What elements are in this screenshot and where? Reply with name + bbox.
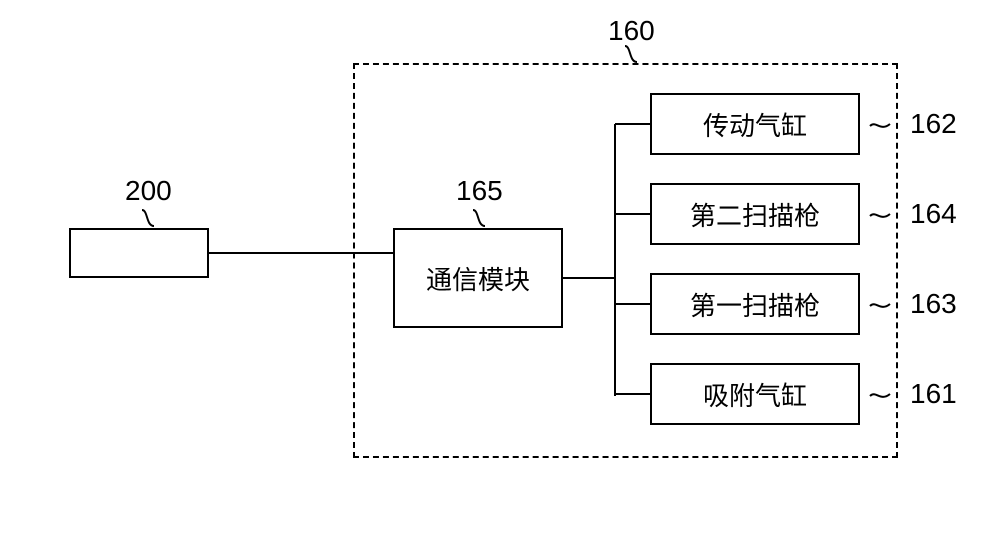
- box-162: 传动气缸: [650, 93, 860, 155]
- comm-module-box: 通信模块: [393, 228, 563, 328]
- leader-curl-161: [870, 388, 892, 404]
- leader-curl-160: [623, 44, 643, 64]
- ref-label-161: 161: [910, 378, 957, 410]
- ref-label-162: 162: [910, 108, 957, 140]
- ref-label-164: 164: [910, 198, 957, 230]
- box-163-label: 第一扫描枪: [690, 286, 820, 323]
- ref-label-200: 200: [125, 175, 172, 207]
- box-164-label: 第二扫描枪: [690, 196, 820, 233]
- leader-curl-200: [140, 208, 160, 228]
- box-164: 第二扫描枪: [650, 183, 860, 245]
- leader-curl-162: [870, 118, 892, 134]
- leader-curl-163: [870, 298, 892, 314]
- line-bus-to-163: [615, 303, 650, 305]
- line-bus-to-162: [615, 123, 650, 125]
- leader-curl-165: [471, 208, 491, 228]
- leader-curl-164: [870, 208, 892, 224]
- line-comm-to-bus: [563, 277, 615, 279]
- external-box: [69, 228, 209, 278]
- line-bus-vertical: [614, 124, 616, 396]
- line-bus-to-164: [615, 213, 650, 215]
- ref-label-165: 165: [456, 175, 503, 207]
- comm-module-label: 通信模块: [426, 260, 530, 297]
- box-162-label: 传动气缸: [703, 106, 807, 143]
- line-bus-to-161: [615, 393, 650, 395]
- ref-label-160: 160: [608, 15, 655, 47]
- box-161-label: 吸附气缸: [703, 376, 807, 413]
- box-163: 第一扫描枪: [650, 273, 860, 335]
- box-161: 吸附气缸: [650, 363, 860, 425]
- ref-label-163: 163: [910, 288, 957, 320]
- line-ext-to-comm: [209, 252, 393, 254]
- diagram-canvas: 通信模块 传动气缸 第二扫描枪 第一扫描枪 吸附气缸 200 165 160 1…: [0, 0, 1000, 546]
